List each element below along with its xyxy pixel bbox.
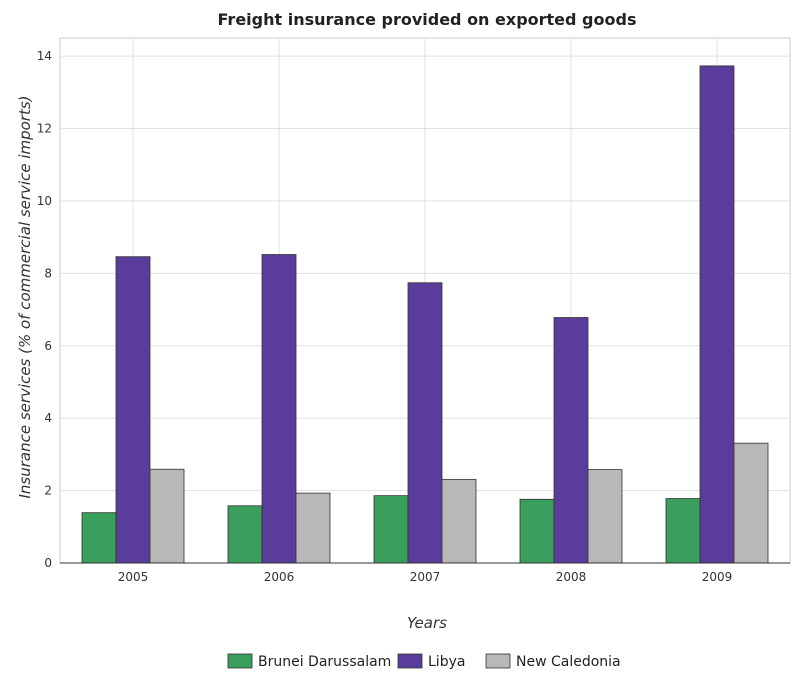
bar-libya-2005: [115, 256, 151, 564]
y-tick-label: 0: [44, 556, 52, 570]
legend-label: Brunei Darussalam: [258, 654, 391, 670]
bar-brunei-darussalam-2008: [519, 498, 555, 564]
y-tick-label: 10: [37, 194, 52, 208]
bar-libya-2009: [699, 65, 735, 564]
bar-new-caledonia-2008: [587, 469, 623, 564]
chart-title: Freight insurance provided on exported g…: [218, 10, 637, 29]
axes: 0 2 4 6 8 10 12 14 2005 2006 2007 2008 2009: [37, 49, 790, 584]
x-tick-label: 2006: [264, 570, 295, 584]
x-axis-label: Years: [407, 614, 447, 632]
y-tick-label: 14: [37, 49, 52, 63]
y-tick-label: 8: [44, 266, 52, 280]
y-tick-label: 2: [44, 484, 52, 498]
x-tick-label: 2005: [118, 570, 149, 584]
bar-brunei-darussalam-2009: [665, 498, 701, 564]
y-tick-label: 12: [37, 122, 52, 136]
bar-new-caledonia-2007: [441, 478, 477, 564]
x-tick-label: 2008: [556, 570, 587, 584]
y-axis-label: Insurance services (% of commercial serv…: [16, 95, 34, 498]
legend-swatch: [485, 653, 511, 669]
x-tick-label: 2009: [702, 570, 733, 584]
bar-new-caledonia-2009: [733, 442, 769, 564]
y-tick-label: 6: [44, 339, 52, 353]
bar-brunei-darussalam-2006: [227, 505, 263, 564]
bar-new-caledonia-2006: [295, 492, 331, 564]
y-tick-label: 4: [44, 411, 52, 425]
bar-libya-2007: [407, 282, 443, 564]
legend-swatch: [227, 653, 253, 669]
bar-brunei-darussalam-2005: [81, 512, 117, 564]
legend-label: New Caledonia: [516, 654, 621, 670]
bar-new-caledonia-2005: [149, 468, 185, 564]
legend-label: Libya: [428, 654, 465, 670]
legend: Brunei Darussalam Libya New Caledonia: [227, 653, 621, 670]
bar-libya-2006: [261, 254, 297, 564]
bar-brunei-darussalam-2007: [373, 495, 409, 564]
x-tick-label: 2007: [410, 570, 441, 584]
bar-libya-2008: [553, 317, 589, 564]
legend-swatch: [397, 653, 423, 669]
